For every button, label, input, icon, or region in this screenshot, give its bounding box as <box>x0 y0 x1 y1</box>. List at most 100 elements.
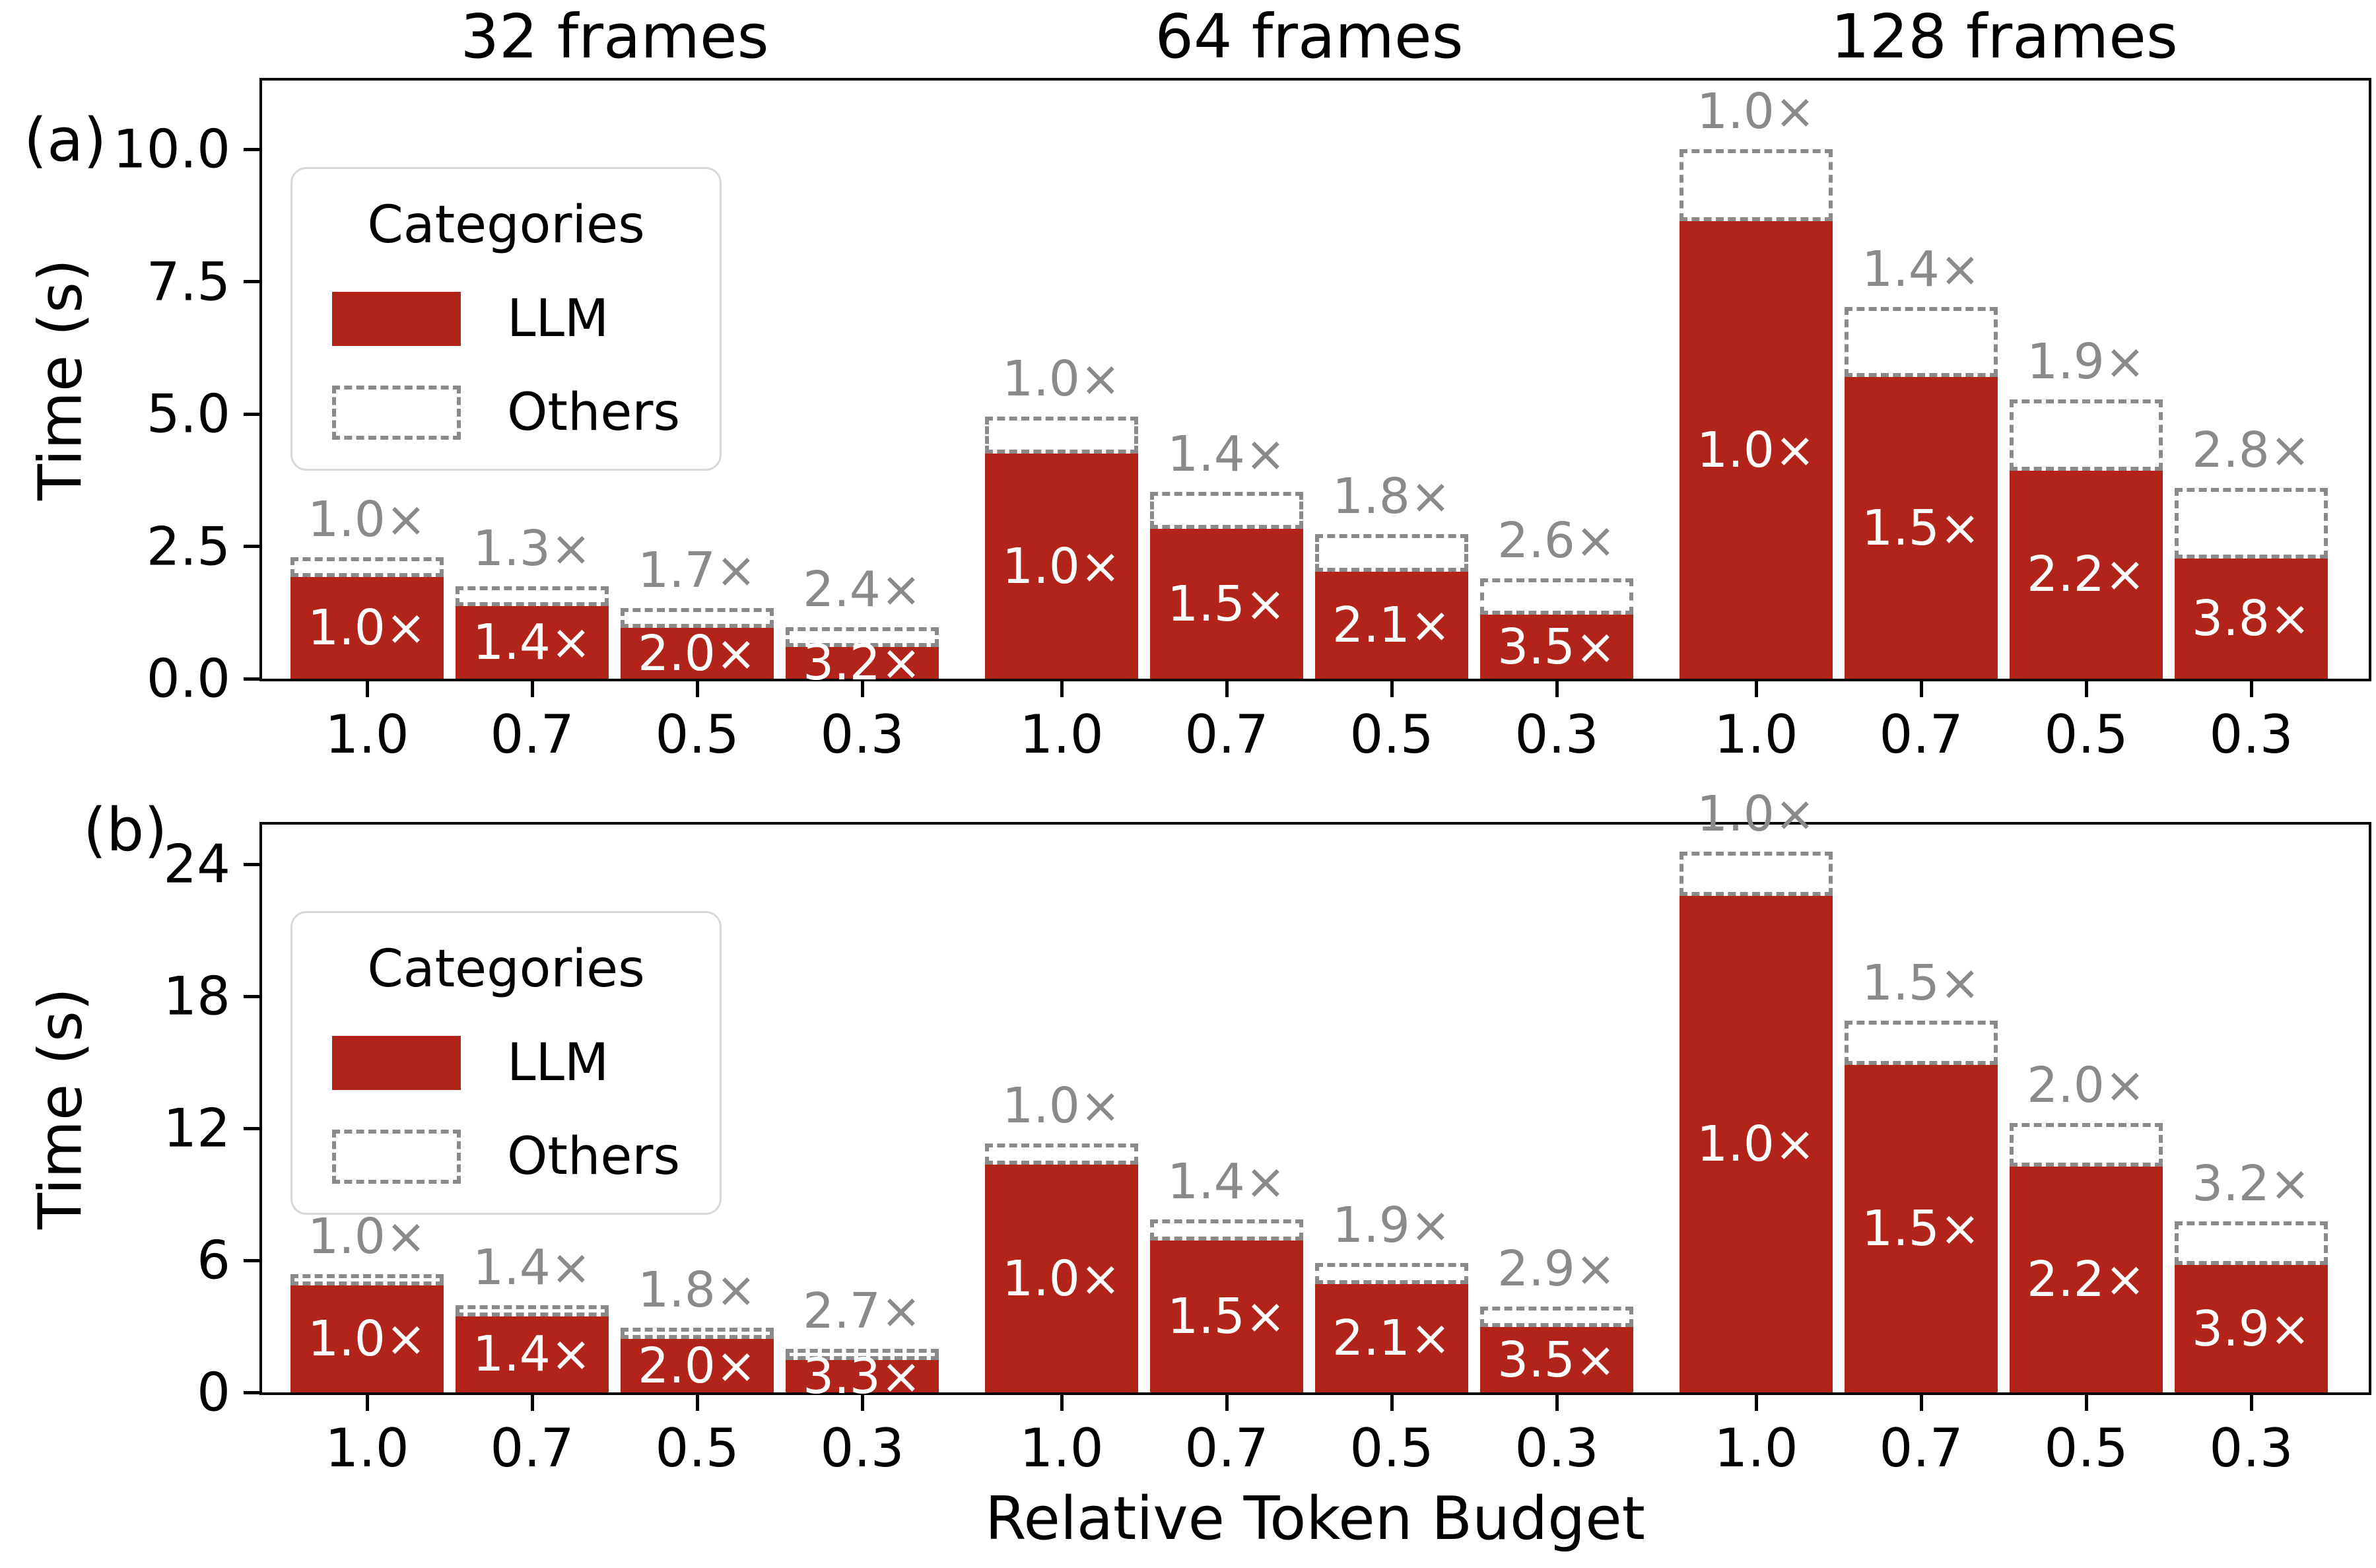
x-tick <box>1390 681 1394 697</box>
panel-label-b: (b) <box>83 796 168 865</box>
x-tick <box>1225 1395 1229 1411</box>
total-speedup-label: 1.0× <box>308 491 426 548</box>
bar-llm-segment <box>985 1165 1138 1392</box>
bar-others-segment <box>456 586 609 607</box>
x-tick-label: 0.5 <box>655 704 739 765</box>
legend-title: Categories <box>367 939 645 999</box>
x-tick <box>365 1395 369 1411</box>
legend-entry-llm: LLM <box>507 289 609 349</box>
bar-others-segment <box>1845 1020 1998 1066</box>
y-tick-label: 0.0 <box>146 648 230 710</box>
bar-llm-segment <box>2010 1167 2163 1392</box>
bar-llm-segment <box>1315 1283 1468 1392</box>
total-speedup-label: 1.3× <box>473 520 592 577</box>
x-tick-label: 0.3 <box>2209 1417 2293 1479</box>
llm-speedup-label: 3.5× <box>1497 1331 1616 1388</box>
legend-row-others: Others <box>332 383 680 442</box>
x-tick-label: 0.5 <box>655 1417 739 1479</box>
llm-speedup-label: 3.9× <box>2192 1300 2311 1357</box>
llm-speedup-label: 1.5× <box>1167 1288 1286 1345</box>
llm-speedup-label: 2.1× <box>1332 597 1451 654</box>
bar-llm-segment <box>1480 615 1633 679</box>
total-speedup-label: 1.0× <box>308 1208 426 1265</box>
bar-llm-segment <box>1315 572 1468 679</box>
llm-speedup-label: 1.5× <box>1167 575 1286 632</box>
bar-others-segment <box>2010 399 2163 471</box>
bar-llm-segment <box>290 577 444 679</box>
bar-llm-segment <box>456 606 609 679</box>
y-tick-label: 10.0 <box>112 118 230 180</box>
legend-swatch-llm-icon <box>332 292 461 346</box>
total-speedup-label: 3.2× <box>2192 1155 2311 1212</box>
llm-speedup-label: 3.5× <box>1497 618 1616 675</box>
y-tick-label: 12 <box>163 1097 230 1159</box>
legend-row-llm: LLM <box>332 289 680 349</box>
total-speedup-label: 2.4× <box>803 561 922 619</box>
total-speedup-label: 2.6× <box>1497 512 1616 569</box>
bar-others-segment <box>786 627 939 647</box>
x-tick-label: 0.5 <box>2044 704 2128 765</box>
llm-speedup-label: 1.0× <box>308 599 426 657</box>
y-tick-label: 6 <box>197 1229 230 1291</box>
x-tick-label: 0.3 <box>1514 1417 1599 1479</box>
bar-llm-segment <box>456 1316 609 1392</box>
total-speedup-label: 1.4× <box>473 1239 592 1296</box>
x-tick <box>2084 1395 2088 1411</box>
x-tick <box>365 681 369 697</box>
x-tick <box>2249 1395 2253 1411</box>
legend-entry-llm: LLM <box>507 1033 609 1093</box>
total-speedup-label: 1.0× <box>1002 1077 1121 1135</box>
x-tick-label: 0.3 <box>2209 704 2293 765</box>
y-tick-label: 18 <box>163 965 230 1027</box>
bar-llm-segment <box>1480 1327 1633 1392</box>
x-tick-label: 0.3 <box>820 704 904 765</box>
bar-llm-segment <box>1150 1241 1303 1392</box>
legend-swatch-others-icon <box>332 386 461 440</box>
x-tick-label: 0.7 <box>1184 1417 1269 1479</box>
bar-others-segment <box>985 1143 1138 1165</box>
x-tick <box>1754 1395 1758 1411</box>
x-tick <box>860 1395 864 1411</box>
bar-others-segment <box>1315 1263 1468 1284</box>
x-tick-label: 1.0 <box>325 1417 409 1479</box>
y-tick-label: 7.5 <box>146 251 230 313</box>
total-speedup-label: 1.0× <box>1697 83 1816 141</box>
x-tick-label: 0.5 <box>2044 1417 2128 1479</box>
x-tick-label: 1.0 <box>1019 1417 1104 1479</box>
legend-entry-others: Others <box>507 1127 681 1186</box>
total-speedup-label: 1.0× <box>1697 786 1816 842</box>
bar-others-segment <box>1150 1219 1303 1241</box>
bar-others-segment <box>2010 1122 2163 1167</box>
x-tick-label: 0.3 <box>1514 704 1599 765</box>
total-speedup-label: 1.4× <box>1167 1153 1286 1211</box>
llm-speedup-label: 1.0× <box>1002 537 1121 595</box>
x-tick-label: 0.7 <box>1879 704 1963 765</box>
legend-panel-b: Categories LLM Others <box>290 911 722 1215</box>
legend-swatch-llm-icon <box>332 1036 461 1090</box>
bar-llm-segment <box>2010 470 2163 679</box>
bar-llm-segment <box>1845 377 1998 679</box>
bar-others-segment <box>1150 492 1303 529</box>
bar-others-segment <box>1680 852 1833 897</box>
x-tick <box>1225 681 1229 697</box>
bar-others-segment <box>1845 307 1998 377</box>
x-tick-label: 0.7 <box>490 704 574 765</box>
y-tick <box>244 280 259 284</box>
bar-llm-segment <box>2175 559 2328 679</box>
llm-speedup-label: 1.5× <box>1862 1200 1981 1258</box>
bar-llm-segment <box>1845 1065 1998 1392</box>
x-tick <box>2084 681 2088 697</box>
total-speedup-label: 1.9× <box>2027 333 2146 391</box>
x-axis-label: Relative Token Budget <box>985 1484 1645 1553</box>
total-speedup-label: 1.4× <box>1167 425 1286 483</box>
column-title-128-frames: 128 frames <box>1831 1 2178 72</box>
x-tick <box>1060 681 1064 697</box>
x-tick-label: 1.0 <box>1019 704 1104 765</box>
x-tick-label: 1.0 <box>325 704 409 765</box>
bar-others-segment <box>290 1274 444 1286</box>
legend-title: Categories <box>367 195 645 255</box>
bar-others-segment <box>985 417 1138 454</box>
x-tick-label: 0.3 <box>820 1417 904 1479</box>
y-tick <box>244 412 259 416</box>
bar-others-segment <box>786 1349 939 1360</box>
